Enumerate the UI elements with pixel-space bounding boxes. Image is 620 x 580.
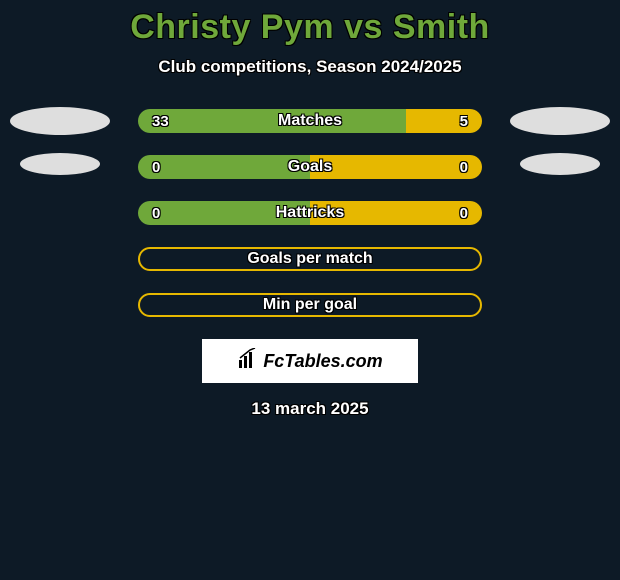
stat-bar: Matches33 5 xyxy=(138,109,482,133)
page-title: Christy Pym vs Smith xyxy=(0,8,620,47)
stat-label: Matches xyxy=(138,109,482,133)
stat-bar: Hattricks0 0 xyxy=(138,201,482,225)
stat-value-player1: 33 xyxy=(152,109,169,133)
stat-value-player2: 5 xyxy=(460,109,468,133)
stat-value-player2: 0 xyxy=(460,155,468,179)
player1-marker-slot xyxy=(10,107,110,135)
player2-marker-slot xyxy=(510,245,610,273)
page-subtitle: Club competitions, Season 2024/2025 xyxy=(0,57,620,77)
stat-bar: Goals per match xyxy=(138,247,482,271)
stat-row: Matches33 5 xyxy=(0,109,620,133)
stat-rows: Matches335Goals00Hattricks00Goals per ma… xyxy=(0,109,620,317)
stat-row: Hattricks0 0 xyxy=(0,201,620,225)
comparison-card: Christy Pym vs Smith Club competitions, … xyxy=(0,0,620,419)
stat-row: Min per goal xyxy=(0,293,620,317)
player1-marker-slot xyxy=(10,291,110,319)
player2-marker xyxy=(510,107,610,135)
stat-value-player1: 0 xyxy=(152,155,160,179)
stat-value-player2: 0 xyxy=(460,201,468,225)
player1-marker-slot xyxy=(10,199,110,227)
player2-marker-slot xyxy=(510,153,610,181)
stat-row: Goals0 0 xyxy=(0,155,620,179)
player2-marker-slot xyxy=(510,107,610,135)
player2-marker-slot xyxy=(510,199,610,227)
player2-marker-slot xyxy=(510,291,610,319)
stat-label: Min per goal xyxy=(140,295,480,315)
date-label: 13 march 2025 xyxy=(0,399,620,419)
stat-label: Goals xyxy=(138,155,482,179)
stat-label: Goals per match xyxy=(140,249,480,269)
player1-marker xyxy=(10,107,110,135)
stat-label: Hattricks xyxy=(138,201,482,225)
chart-icon xyxy=(237,348,259,375)
attribution-text: FcTables.com xyxy=(263,351,382,372)
stat-bar: Min per goal xyxy=(138,293,482,317)
stat-row: Goals per match xyxy=(0,247,620,271)
attribution-badge: FcTables.com xyxy=(202,339,418,383)
stat-bar: Goals0 0 xyxy=(138,155,482,179)
player2-marker xyxy=(520,153,600,175)
player1-marker xyxy=(20,153,100,175)
player1-marker-slot xyxy=(10,153,110,181)
stat-value-player1: 0 xyxy=(152,201,160,225)
player1-marker-slot xyxy=(10,245,110,273)
